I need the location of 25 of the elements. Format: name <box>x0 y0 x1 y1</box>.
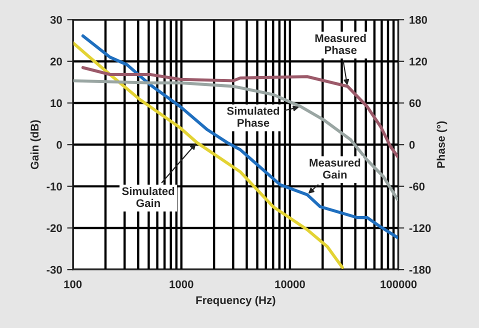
annotation: Measured Gain <box>310 158 360 179</box>
x-tick-label: 100 <box>64 280 82 288</box>
y-tick-label: 0 <box>56 140 62 149</box>
x-tick-label: 10000 <box>275 280 305 288</box>
x-tick-label: 100000 <box>380 280 417 288</box>
y-tick-label: -30 <box>46 266 62 274</box>
annotation: Simulated Phase <box>227 106 280 127</box>
y-tick-label: 10 <box>50 99 62 108</box>
y2-tick-label: 180 <box>410 16 428 24</box>
annotation: Measured Phase <box>315 34 366 54</box>
y-tick-label: 20 <box>50 58 62 66</box>
y2-tick-label: -120 <box>409 224 431 232</box>
x-axis-title: Frequency (Hz) <box>196 296 276 306</box>
x-tick-label: 1000 <box>170 280 194 288</box>
y-tick-label: -10 <box>46 182 62 190</box>
y2-tick-label: -180 <box>409 266 431 274</box>
y2-tick-label: -60 <box>409 182 425 190</box>
y-tick-label: -20 <box>46 224 62 232</box>
y2-tick-label: 0 <box>409 140 415 149</box>
y-axis-title: Gain (dB) <box>30 120 41 170</box>
y2-tick-label: 60 <box>409 99 421 108</box>
annotation: Simulated Gain <box>122 186 174 208</box>
y2-axis-title: Phase (°) <box>436 121 448 168</box>
y-tick-label: 30 <box>50 16 62 24</box>
y2-tick-label: 120 <box>410 58 428 66</box>
